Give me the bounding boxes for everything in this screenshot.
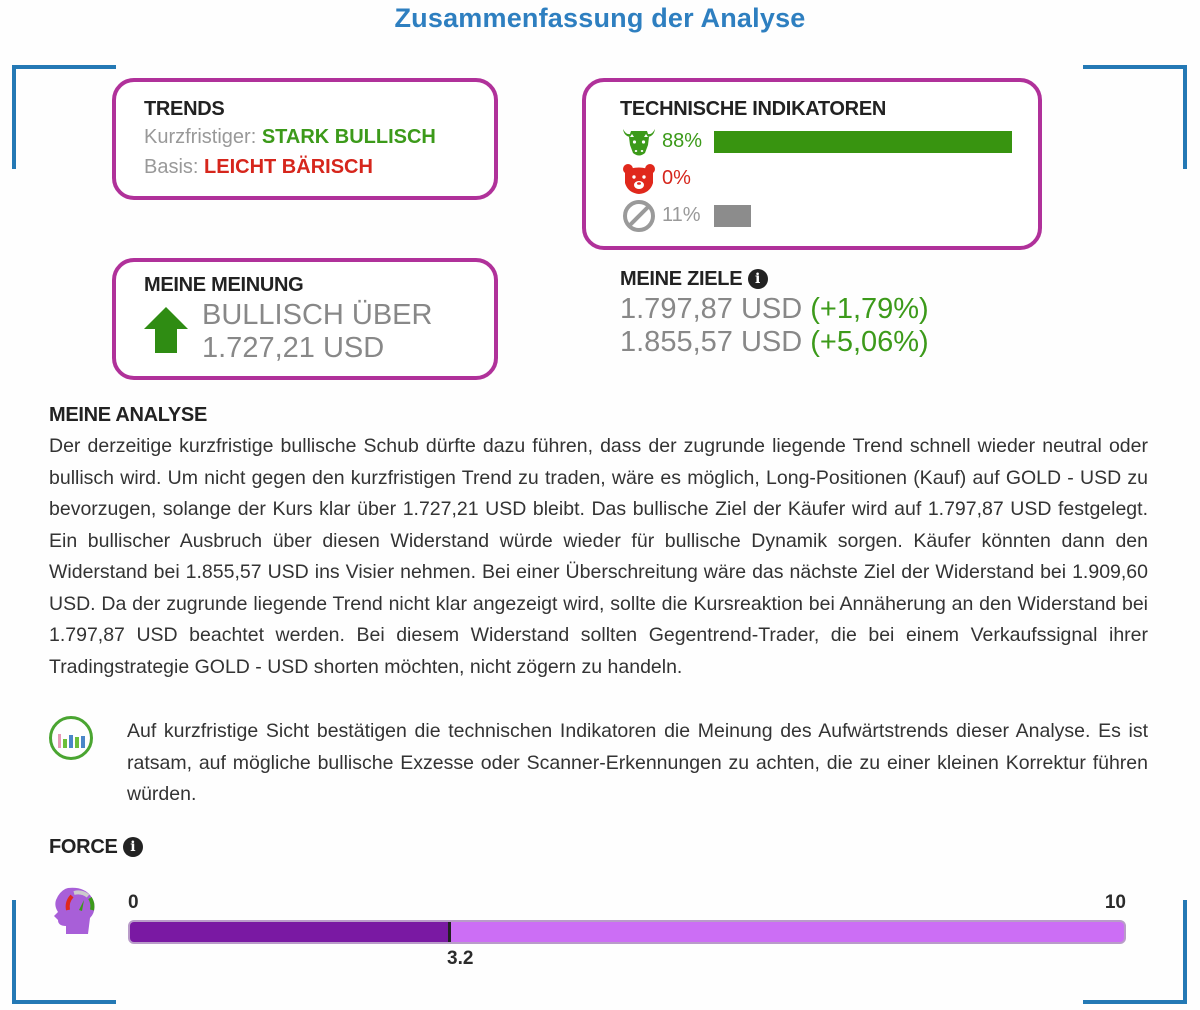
bullish-bar	[714, 130, 1012, 153]
opinion-heading: MEINE MEINUNG	[144, 274, 304, 296]
head-gauge-icon	[48, 886, 100, 943]
short-term-value: STARK BULLISCH	[261, 126, 436, 148]
indicator-note: Auf kurzfristige Sicht bestätigen die te…	[49, 716, 1148, 811]
my-analysis: MEINE ANALYSE Der derzeitige kurzfristig…	[49, 404, 1148, 683]
base-label: Basis:	[144, 156, 199, 178]
frame-corner-top-left	[12, 65, 116, 169]
technical-indicators-heading: TECHNISCHE INDIKATOREN	[620, 98, 887, 120]
force-heading-text: FORCE	[49, 836, 118, 858]
frame-corner-top-right	[1083, 65, 1187, 169]
analysis-heading: MEINE ANALYSE	[49, 404, 207, 426]
bullish-percent: 88%	[662, 130, 703, 152]
base-value: LEICHT BÄRISCH	[204, 156, 373, 178]
target-1-price: 1.797,87 USD	[620, 293, 803, 325]
target-2: 1.855,57 USD (+5,06%)	[620, 326, 929, 359]
indicator-row-bullish: 88%	[620, 123, 1038, 160]
indicator-note-text: Auf kurzfristige Sicht bestätigen die te…	[127, 720, 1148, 805]
bearish-percent: 0%	[662, 167, 691, 189]
target-1-change: (+1,79%)	[810, 293, 929, 325]
bull-icon	[620, 125, 658, 159]
arrow-up-icon	[144, 306, 188, 358]
base-trend: Basis: LEICHT BÄRISCH	[144, 151, 494, 183]
target-2-price: 1.855,57 USD	[620, 326, 803, 358]
neutral-bar	[714, 204, 751, 227]
my-targets: MEINE ZIELE i 1.797,87 USD (+1,79%) 1.85…	[620, 268, 929, 359]
force-value-label: 3.2	[447, 948, 474, 969]
info-icon[interactable]: i	[122, 837, 143, 857]
force-fill	[130, 922, 451, 942]
force-max-label: 10	[1104, 892, 1126, 913]
analysis-text: Der derzeitige kurzfristige bullische Sc…	[49, 435, 1148, 678]
frame-corner-bottom-left	[12, 900, 116, 1004]
technical-indicators-card: TECHNISCHE INDIKATOREN 88% 0%	[582, 78, 1042, 250]
force-track	[128, 920, 1126, 944]
targets-heading: MEINE ZIELE i	[620, 268, 929, 291]
short-term-label: Kurzfristiger:	[144, 126, 257, 148]
force-gauge: 0 10 3.2	[48, 886, 1128, 976]
opinion-line-1: BULLISCH ÜBER	[202, 299, 433, 331]
neutral-icon	[620, 199, 658, 233]
bear-icon	[620, 162, 658, 196]
trends-heading: TRENDS	[144, 98, 225, 120]
short-term-trend: Kurzfristiger: STARK BULLISCH	[144, 121, 494, 153]
opinion-line-2: 1.727,21 USD	[202, 332, 385, 364]
info-icon[interactable]: i	[747, 269, 768, 289]
indicator-row-bearish: 0%	[620, 160, 1038, 197]
trends-card: TRENDS Kurzfristiger: STARK BULLISCH Bas…	[112, 78, 498, 200]
frame-corner-bottom-right	[1083, 900, 1187, 1004]
target-2-change: (+5,06%)	[810, 326, 929, 358]
opinion-value: BULLISCH ÜBER 1.727,21 USD	[202, 299, 432, 365]
target-1: 1.797,87 USD (+1,79%)	[620, 293, 929, 326]
neutral-percent: 11%	[662, 204, 701, 226]
indicator-row-neutral: 11%	[620, 197, 1038, 234]
my-opinion-card: MEINE MEINUNG BULLISCH ÜBER 1.727,21 USD	[112, 258, 498, 380]
bar-chart-icon	[49, 716, 93, 760]
page-title: Zusammenfassung der Analyse	[394, 3, 806, 33]
force-heading: FORCE i	[49, 836, 143, 859]
targets-heading-text: MEINE ZIELE	[620, 268, 743, 290]
force-min-label: 0	[128, 892, 139, 913]
